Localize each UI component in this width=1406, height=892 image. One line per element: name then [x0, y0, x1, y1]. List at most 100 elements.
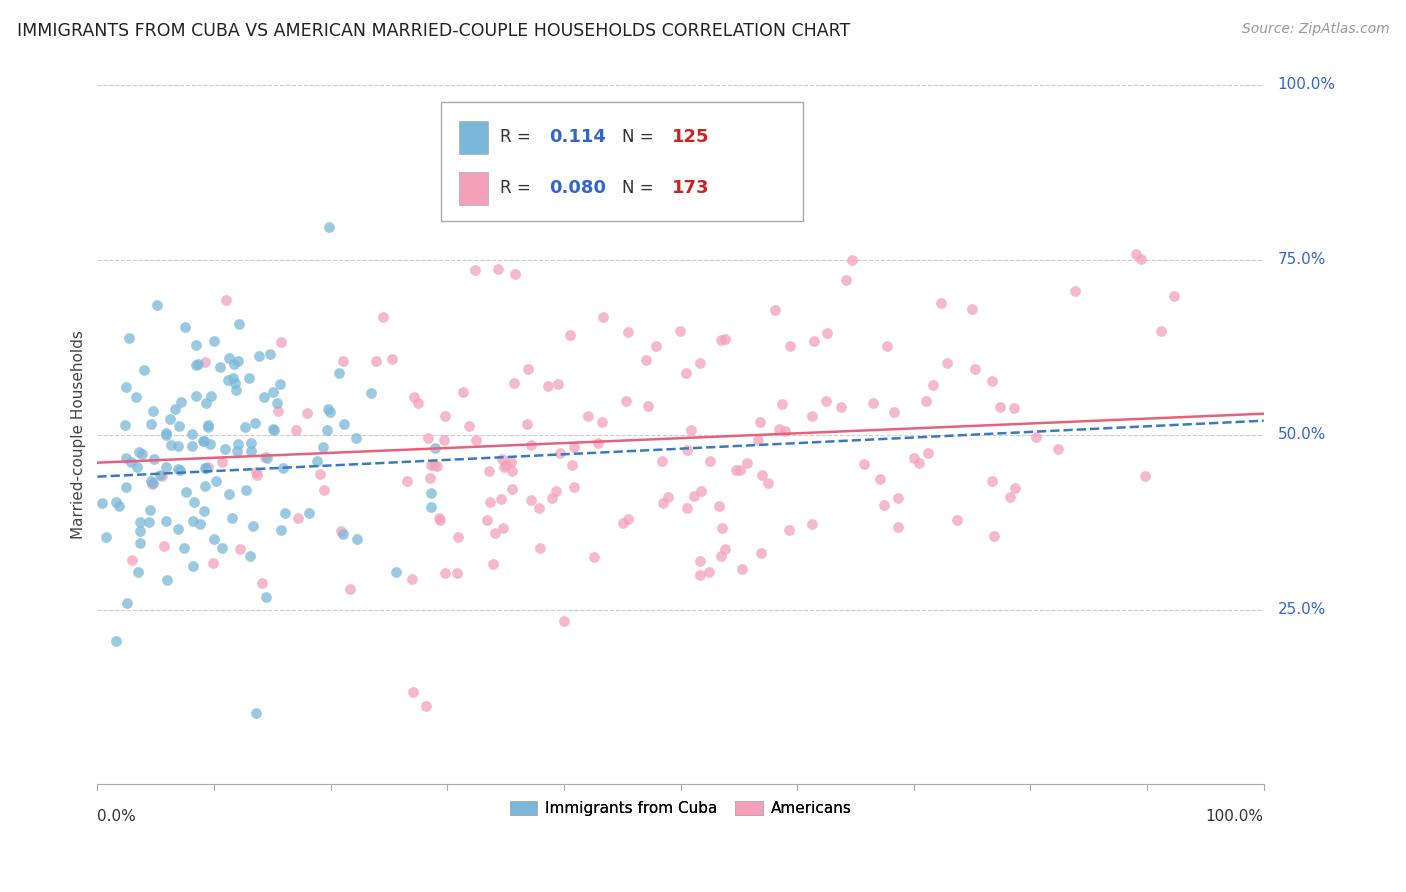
Point	[402, 390, 425, 404]
Point	[318, 220, 340, 235]
Point	[689, 568, 711, 582]
Point	[149, 467, 172, 482]
Point	[1135, 469, 1157, 483]
Point	[711, 521, 734, 535]
Point	[181, 559, 204, 574]
Point	[222, 371, 245, 385]
Legend: Immigrants from Cuba, Americans: Immigrants from Cuba, Americans	[503, 795, 858, 822]
Point	[980, 475, 1002, 489]
Point	[371, 310, 394, 325]
Point	[239, 549, 262, 563]
Point	[256, 450, 278, 465]
Point	[295, 406, 318, 420]
Point	[262, 422, 284, 436]
Point	[332, 526, 354, 541]
Point	[1004, 481, 1026, 495]
Point	[714, 542, 737, 557]
Point	[396, 474, 419, 488]
Point	[228, 317, 250, 331]
Point	[853, 457, 876, 471]
Point	[540, 491, 562, 506]
Point	[169, 394, 191, 409]
Point	[239, 444, 262, 458]
Point	[131, 447, 153, 461]
Point	[562, 480, 585, 494]
Point	[181, 439, 204, 453]
Point	[287, 511, 309, 525]
Point	[429, 513, 451, 527]
Point	[160, 438, 183, 452]
Point	[491, 452, 513, 467]
Text: IMMIGRANTS FROM CUBA VS AMERICAN MARRIED-COUPLE HOUSEHOLDS CORRELATION CHART: IMMIGRANTS FROM CUBA VS AMERICAN MARRIED…	[17, 22, 851, 40]
Point	[194, 355, 217, 369]
Point	[205, 474, 228, 488]
Point	[675, 501, 697, 516]
Point	[218, 487, 240, 501]
Point	[883, 405, 905, 419]
Point	[503, 268, 526, 282]
Point	[224, 376, 246, 390]
Point	[922, 377, 945, 392]
Point	[94, 530, 117, 544]
Point	[432, 433, 454, 447]
Point	[129, 515, 152, 529]
Point	[773, 424, 796, 438]
Point	[214, 442, 236, 457]
Point	[247, 349, 270, 363]
Point	[307, 454, 329, 468]
Point	[562, 177, 585, 191]
Point	[681, 423, 703, 437]
Point	[529, 541, 551, 555]
Point	[314, 483, 336, 497]
Point	[492, 459, 515, 474]
Point	[245, 465, 267, 479]
Point	[132, 362, 155, 376]
Point	[128, 445, 150, 459]
Point	[318, 405, 340, 419]
Point	[153, 539, 176, 553]
Point	[710, 334, 733, 348]
Point	[194, 478, 217, 492]
Point	[778, 523, 800, 537]
Point	[725, 463, 748, 477]
Point	[174, 484, 197, 499]
Point	[181, 427, 204, 442]
Point	[202, 556, 225, 570]
Point	[1002, 401, 1025, 416]
Point	[731, 561, 754, 575]
Point	[402, 685, 425, 699]
Point	[433, 566, 456, 581]
Point	[267, 404, 290, 418]
Point	[537, 378, 560, 392]
Point	[184, 359, 207, 373]
Point	[475, 512, 498, 526]
Point	[801, 409, 824, 424]
Point	[710, 549, 733, 563]
Point	[115, 450, 138, 465]
Text: 50.0%: 50.0%	[1278, 427, 1326, 442]
Point	[998, 491, 1021, 505]
Point	[346, 533, 368, 547]
Point	[1046, 442, 1069, 457]
Point	[406, 396, 429, 410]
Point	[339, 582, 361, 596]
Point	[935, 356, 957, 370]
Point	[214, 293, 236, 307]
Point	[423, 458, 446, 472]
Point	[1163, 289, 1185, 303]
Point	[737, 456, 759, 470]
Point	[426, 458, 449, 473]
Point	[983, 529, 1005, 543]
Point	[226, 437, 249, 451]
Point	[108, 500, 131, 514]
Point	[211, 455, 233, 469]
Point	[499, 455, 522, 469]
Point	[491, 520, 513, 534]
Text: 100.0%: 100.0%	[1206, 809, 1264, 824]
Point	[146, 298, 169, 312]
Point	[139, 475, 162, 489]
Point	[801, 516, 824, 531]
Y-axis label: Married-couple Households: Married-couple Households	[72, 330, 86, 539]
Point	[544, 483, 567, 498]
Text: R =: R =	[499, 128, 536, 146]
